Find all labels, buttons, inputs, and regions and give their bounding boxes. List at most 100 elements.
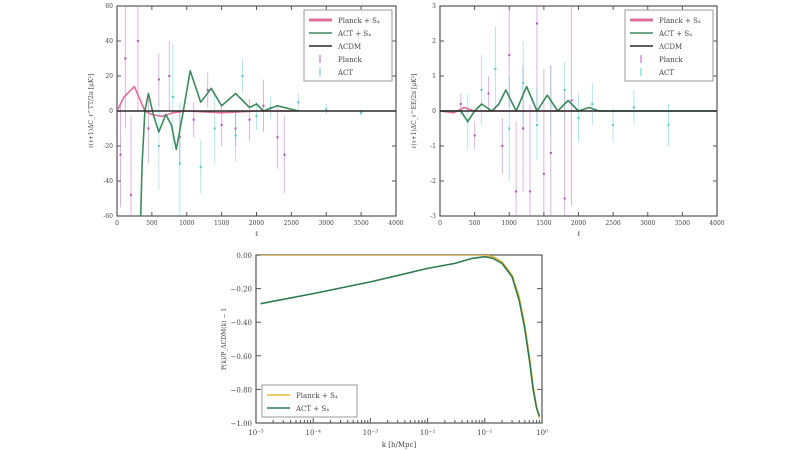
x-tick-label: 4000 <box>388 220 403 227</box>
legend-label: ΛCDM <box>337 43 361 51</box>
legend-label: Planck + S₄ <box>659 17 701 25</box>
x-axis-label: ℓ <box>577 230 580 238</box>
data-point <box>325 108 328 111</box>
data-point <box>171 95 174 99</box>
data-point <box>147 127 150 130</box>
x-tick-label: 1500 <box>214 220 229 227</box>
legend: Planck + S₄ ACT + S₄ ΛCDM Planck ACT <box>303 9 393 82</box>
data-point <box>473 134 476 137</box>
x-tick-label: 10⁻³ <box>363 429 379 437</box>
legend-label: ΛCDM <box>658 43 682 51</box>
x-tick-label: 500 <box>146 220 158 227</box>
x-tick-label: 0 <box>115 220 119 227</box>
y-tick-label: 40 <box>105 38 113 45</box>
legend-label: ACT + S₄ <box>337 30 371 38</box>
data-point <box>129 193 133 197</box>
legend-label: ACT <box>658 69 674 77</box>
x-tick-label: 4000 <box>709 220 724 227</box>
data-point <box>528 190 532 193</box>
y-tick-label: 0 <box>109 108 113 115</box>
x-tick-label: 1000 <box>502 220 517 227</box>
data-point <box>563 197 566 200</box>
x-tick-label: 10⁻⁵ <box>248 429 264 437</box>
data-point <box>255 115 258 118</box>
y-axis-label: P(k)/P_ΛCDM(k) − 1 <box>221 308 228 370</box>
y-tick-label: 1 <box>432 73 436 80</box>
data-point <box>501 144 504 148</box>
x-tick-label: 2000 <box>249 220 264 227</box>
x-tick-label: 0 <box>438 220 442 227</box>
x-tick-label: 3000 <box>319 220 334 227</box>
legend-label: Planck + S₄ <box>296 392 338 400</box>
data-point <box>563 88 566 92</box>
y-tick-label: -2 <box>430 178 436 185</box>
x-tick-label: 10⁻² <box>420 429 436 437</box>
x-axis-label: ℓ <box>255 230 258 238</box>
y-tick-label: -20 <box>103 143 113 150</box>
legend: Planck + S₄ ACT + S₄ <box>261 384 358 418</box>
data-point <box>459 102 462 106</box>
y-tick-label: −0.60 <box>231 353 252 361</box>
data-point <box>494 67 497 71</box>
legend-label: Planck + S₄ <box>338 17 380 25</box>
data-point <box>178 162 181 165</box>
data-point <box>199 165 202 169</box>
data-point <box>192 118 195 121</box>
data-point <box>248 118 251 121</box>
y-axis-label: ℓ(ℓ+1)ΔC_ℓ^EE/2π [μK²] <box>411 73 418 148</box>
points-planck <box>459 6 573 216</box>
legend-label: Planck <box>659 56 684 64</box>
series-line <box>139 70 299 216</box>
series-line <box>117 85 292 118</box>
data-point <box>136 39 140 43</box>
data-point <box>234 127 237 130</box>
data-point <box>632 106 636 109</box>
y-tick-label: −0.20 <box>231 286 252 294</box>
y-tick-label: 3 <box>432 3 436 10</box>
legend: Planck + S₄ ACT + S₄ ΛCDM Planck ACT <box>624 9 714 82</box>
x-tick-label: 10⁻⁴ <box>305 429 321 437</box>
data-point <box>514 190 518 193</box>
x-tick-label: 3500 <box>675 220 690 227</box>
data-point <box>283 153 286 156</box>
data-point <box>157 144 161 148</box>
x-axis-label: k [h/Mpc] <box>382 441 417 449</box>
y-tick-label: -3 <box>430 213 436 220</box>
legend-label: ACT + S₄ <box>658 30 692 38</box>
data-point <box>611 123 615 127</box>
x-tick-label: 3500 <box>353 220 368 227</box>
legend-box <box>261 384 358 418</box>
chart-3: 10⁻⁵ 10⁻⁴ 10⁻³ 10⁻² 10⁻¹ 10⁰ 0.00 −0.20 −0.40 −0.… <box>221 252 548 449</box>
data-point <box>262 104 265 107</box>
data-point <box>549 151 552 155</box>
data-point <box>213 127 216 130</box>
data-point <box>591 102 594 106</box>
chart-1: 0 500 1000 1500 2000 2500 3000 3500 4000 -60 -40 -2… <box>88 3 404 238</box>
y-tick-label: -60 <box>103 213 113 220</box>
y-tick-label: 60 <box>105 3 113 10</box>
y-tick-label: 20 <box>105 73 113 80</box>
legend-label: Planck <box>338 56 363 64</box>
x-tick-label: 10⁰ <box>536 429 548 437</box>
data-point <box>570 99 573 102</box>
y-tick-label: 2 <box>432 38 436 45</box>
series-line <box>260 255 541 417</box>
x-tick-label: 2000 <box>571 220 586 227</box>
data-point <box>241 74 244 78</box>
x-tick-label: 2500 <box>284 220 299 227</box>
data-point <box>220 123 223 127</box>
data-point <box>508 127 511 130</box>
x-tick-label: 1000 <box>179 220 194 227</box>
legend-label: ACT <box>337 69 353 77</box>
y-tick-label: −1.00 <box>231 420 252 428</box>
data-point <box>577 116 580 120</box>
data-point <box>667 123 670 127</box>
data-point <box>508 53 511 57</box>
data-point <box>542 172 546 176</box>
data-point <box>480 88 483 92</box>
y-tick-label: -1 <box>430 143 436 150</box>
data-point <box>535 22 539 25</box>
points-planck <box>119 6 286 216</box>
x-tick-label: 500 <box>469 220 481 227</box>
